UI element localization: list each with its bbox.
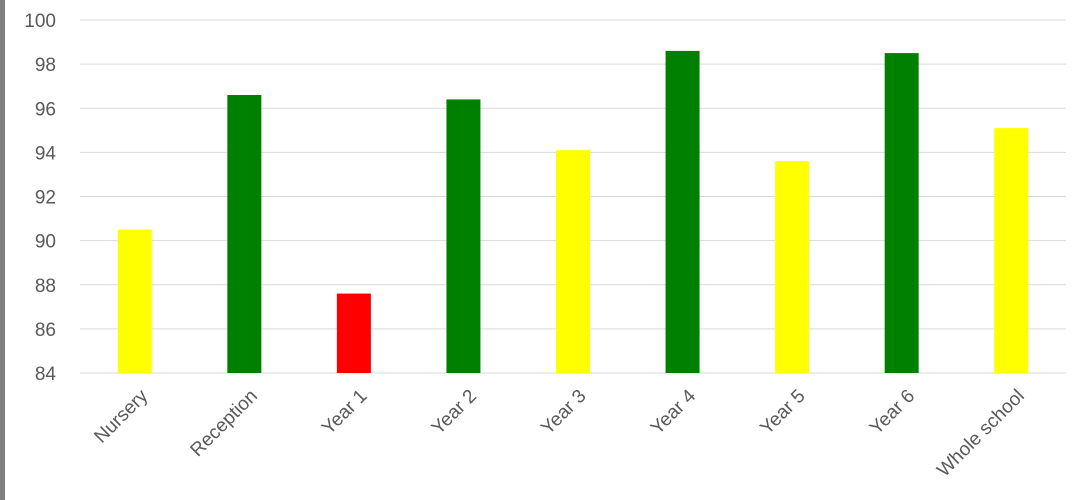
bars [117, 50, 1029, 374]
x-tick-label: Nursery [90, 385, 152, 447]
x-tick-label: Whole school [933, 386, 1029, 482]
y-tick-label: 94 [35, 143, 57, 164]
bar-year-3 [556, 150, 590, 373]
x-tick-label: Year 5 [756, 386, 809, 439]
y-tick-label: 92 [35, 188, 56, 209]
y-axis-ticks: 84 86 88 90 92 94 96 98 100 [24, 11, 56, 385]
y-tick-label: 84 [35, 364, 57, 385]
bar-year-5 [775, 161, 810, 373]
bar-year-6 [884, 53, 919, 373]
bar-reception [227, 95, 262, 373]
x-tick-label: Year 3 [537, 386, 590, 439]
bar-year-1 [336, 293, 371, 373]
bar-whole-school [994, 128, 1029, 373]
y-tick-label: 90 [35, 232, 56, 253]
x-tick-label: Year 6 [866, 386, 919, 439]
y-tick-label: 86 [35, 320, 56, 341]
x-tick-label: Year 4 [647, 385, 701, 439]
x-tick-label: Reception [187, 386, 262, 461]
x-axis-labels: Nursery Reception Year 1 Year 2 Year 3 Year 4… [90, 385, 1028, 481]
bar-year-2 [446, 99, 481, 374]
bar-year-4 [665, 50, 700, 373]
y-tick-label: 98 [35, 55, 56, 76]
y-tick-label: 96 [35, 99, 56, 120]
y-tick-label: 88 [35, 276, 56, 297]
y-tick-label: 100 [24, 11, 56, 32]
bar-nursery [117, 229, 152, 373]
left-edge-bar [0, 0, 5, 500]
x-tick-label: Year 1 [318, 386, 371, 439]
x-tick-label: Year 2 [428, 386, 481, 439]
